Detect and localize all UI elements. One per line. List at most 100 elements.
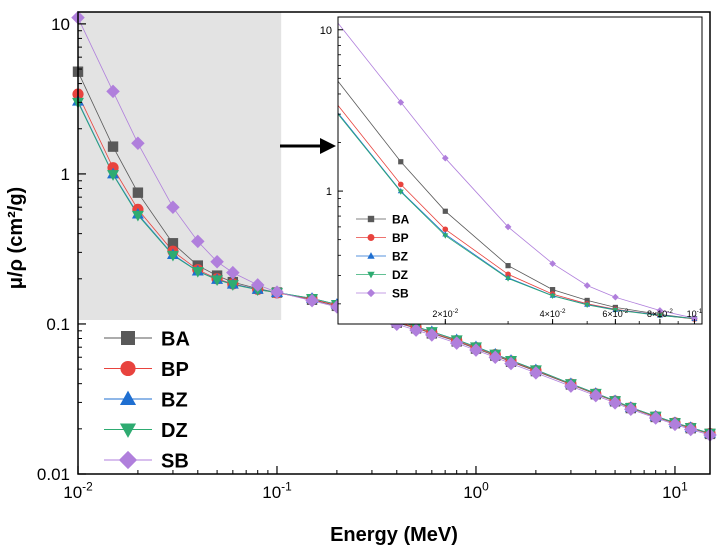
inset-data-point-ba bbox=[584, 297, 590, 304]
legend-label-bz: BZ bbox=[161, 390, 188, 412]
inset-x-tick-label: 8×10-2 bbox=[647, 308, 673, 319]
inset-data-point-ba bbox=[398, 159, 404, 165]
data-point-sb bbox=[305, 293, 319, 308]
data-point-dz bbox=[226, 280, 239, 291]
legend-marker-bz bbox=[119, 390, 137, 405]
inset-y-tick-label: 10 bbox=[320, 25, 332, 37]
data-point-sb bbox=[166, 200, 180, 214]
data-point-ba bbox=[167, 238, 179, 249]
data-point-dz bbox=[191, 266, 204, 278]
data-point-sb bbox=[425, 328, 439, 342]
series-line-dz bbox=[77, 102, 711, 434]
zoom-arrow-head bbox=[320, 138, 336, 154]
data-point-dz bbox=[211, 275, 224, 287]
data-point-dz bbox=[131, 210, 144, 222]
inset-data-point-sb bbox=[441, 154, 449, 162]
data-point-ba bbox=[132, 187, 144, 198]
inset-data-point-dz bbox=[549, 293, 556, 300]
inset-plot-frame bbox=[337, 16, 703, 325]
inset-legend-marker-ba bbox=[367, 215, 375, 223]
inset-data-point-dz bbox=[656, 313, 663, 319]
data-point-sb bbox=[250, 278, 265, 292]
data-point-sb bbox=[469, 343, 483, 357]
data-point-sb bbox=[624, 402, 638, 417]
data-point-sb bbox=[648, 411, 663, 425]
data-point-sb bbox=[504, 356, 518, 371]
inset-y-tick-label: 1 bbox=[326, 186, 332, 198]
data-point-sb bbox=[106, 84, 120, 99]
legend-label-ba: BA bbox=[161, 329, 190, 351]
legend-label-bp: BP bbox=[161, 359, 189, 381]
x-tick-label: 101 bbox=[662, 479, 688, 502]
data-point-sb bbox=[529, 366, 543, 380]
inset-legend-label-ba: BA bbox=[392, 213, 410, 227]
inset-x-tick-label: 4×10-2 bbox=[540, 308, 566, 319]
inset-legend-marker-sb bbox=[366, 288, 376, 298]
y-tick-label: 0.01 bbox=[37, 465, 70, 484]
inset-plot: 2×10-2 4×10-2 6×10-2 8×10-2 10-1 1 10 BA BP BZ DZ… bbox=[320, 16, 703, 325]
inset-legend-label-bp: BP bbox=[392, 231, 409, 245]
legend-label-sb: SB bbox=[161, 451, 189, 473]
data-point-sb bbox=[409, 323, 423, 337]
data-point-sb bbox=[449, 336, 464, 350]
inset-background bbox=[338, 17, 702, 324]
data-point-sb bbox=[488, 350, 503, 365]
inset-data-point-dz bbox=[505, 276, 512, 282]
data-point-sb bbox=[226, 265, 240, 280]
inset-data-point-sb bbox=[611, 293, 619, 301]
data-point-dz bbox=[166, 250, 179, 262]
data-point-sb bbox=[191, 234, 205, 249]
series-line-sb bbox=[77, 17, 711, 436]
inset-x-tick-label: 10-1 bbox=[687, 308, 703, 319]
inset-data-point-dz bbox=[612, 307, 619, 314]
y-axis-title: μ/ρ (cm²/g) bbox=[5, 187, 27, 289]
data-point-sb bbox=[683, 422, 698, 437]
inset-data-point-dz bbox=[584, 302, 591, 309]
inset-data-point-sb bbox=[397, 98, 405, 106]
inset-axis-ticks: 2×10-2 4×10-2 6×10-2 8×10-2 10-1 1 10 bbox=[320, 25, 703, 324]
y-tick-label: 1 bbox=[61, 165, 70, 184]
inset-data-point-ba bbox=[442, 208, 448, 214]
inset-data-point-bp bbox=[442, 226, 449, 233]
x-tick-label: 10-2 bbox=[63, 479, 93, 502]
y-tick-label: 0.1 bbox=[46, 315, 70, 334]
inset-legend-label-sb: SB bbox=[392, 287, 409, 301]
inset-data-point-bp bbox=[505, 271, 511, 278]
x-axis-title: Energy (MeV) bbox=[330, 524, 458, 546]
inset-legend-label-bz: BZ bbox=[392, 250, 408, 264]
legend-marker-dz bbox=[119, 423, 137, 438]
legend-label-dz: DZ bbox=[161, 420, 188, 442]
inset-x-tick-label: 2×10-2 bbox=[432, 308, 458, 319]
inset-data-point-sb bbox=[691, 314, 698, 322]
inset-legend-label-dz: DZ bbox=[392, 268, 408, 282]
data-point-sb bbox=[589, 388, 603, 403]
inset-data-point-sb bbox=[504, 223, 512, 231]
legend-marker-sb bbox=[118, 450, 138, 470]
data-point-sb bbox=[608, 396, 622, 410]
data-point-ba bbox=[107, 141, 119, 152]
inset-data-point-sb bbox=[656, 307, 664, 314]
inset-x-tick-label: 6×10-2 bbox=[602, 308, 628, 319]
inset-data-point-sb bbox=[583, 282, 591, 289]
data-point-sb bbox=[668, 417, 682, 432]
main-plot-frame bbox=[77, 11, 711, 475]
inset-data-point-ba bbox=[550, 287, 556, 293]
inset-data-point-sb bbox=[549, 260, 556, 268]
zoom-arrow bbox=[280, 138, 336, 154]
inset-data-point-dz bbox=[442, 233, 449, 239]
main-series-lines bbox=[77, 17, 711, 436]
inset-legend-marker-bp bbox=[367, 234, 375, 241]
inset-legend-marker-dz bbox=[367, 271, 375, 279]
x-tick-label: 100 bbox=[463, 479, 489, 502]
legend-marker-ba bbox=[121, 331, 135, 345]
inset-data-point-dz bbox=[397, 189, 404, 195]
inset-data-point-ba bbox=[505, 263, 511, 269]
main-legend: BA BP BZ DZ SB bbox=[104, 329, 190, 473]
data-point-sb bbox=[210, 254, 224, 269]
data-point-sb bbox=[564, 379, 578, 393]
legend-marker-bp bbox=[120, 360, 136, 377]
data-point-sb bbox=[131, 136, 145, 151]
inset-legend-marker-bz bbox=[367, 252, 375, 259]
